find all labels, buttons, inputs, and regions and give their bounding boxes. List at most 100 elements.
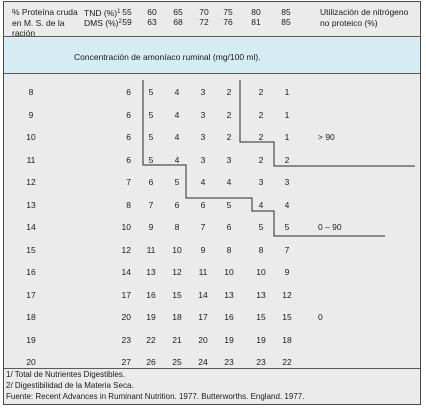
dms-value: 68 — [173, 17, 183, 27]
ammonia-cell: 9 — [200, 244, 206, 255]
protein-value: 18 — [26, 312, 36, 322]
ammonia-cell: 4 — [174, 132, 180, 142]
protein-value: 14 — [26, 222, 36, 232]
ammonia-cell: 11 — [198, 267, 208, 277]
ammonia-cell: 3 — [258, 177, 264, 187]
table-header: % Proteína cruda en M. S. de la ración U… — [4, 2, 420, 38]
ammonia-cell: 13 — [256, 289, 266, 300]
ammonia-cell: 7 — [200, 222, 206, 232]
ammonia-cell: 15 — [256, 312, 266, 322]
footer-divider — [4, 368, 420, 369]
ammonia-cell: 17 — [121, 289, 131, 300]
ammonia-cell: 10 — [256, 267, 266, 277]
ammonia-cell: 4 — [200, 177, 206, 187]
tnd-value: 85 — [281, 7, 291, 17]
ammonia-cell: 21 — [172, 334, 182, 345]
ammonia-cell: 12 — [172, 267, 182, 277]
ammonia-cell: 1 — [284, 109, 290, 120]
tnd-label: TND (%)1 — [84, 8, 121, 18]
ammonia-cell: 22 — [282, 357, 292, 367]
ammonia-cell: 27 — [121, 357, 131, 367]
ammonia-cell: 8 — [126, 199, 131, 210]
dms-label: DMS (%)2 — [84, 18, 122, 28]
ammonia-cell: 6 — [226, 222, 232, 232]
ammonia-cell: 3 — [226, 154, 232, 165]
tnd-value: 55 — [122, 7, 132, 17]
ammonia-cell: 18 — [282, 334, 292, 345]
dms-value: 59 — [122, 17, 132, 27]
npn-column-header: Utilización de nitrógeno no proteico (%) — [320, 7, 409, 28]
ammonia-cell: 20 — [121, 312, 131, 322]
ammonia-cell: 11 — [146, 244, 156, 255]
dms-value: 85 — [281, 17, 291, 27]
ammonia-cell: 14 — [121, 267, 131, 277]
ammonia-cell: 10 — [121, 222, 131, 232]
footnote-source: Fuente: Recent Advances in Ruminant Nutr… — [6, 392, 305, 401]
ammonia-cell: 2 — [226, 132, 232, 142]
ammonia-cell: 9 — [284, 267, 290, 277]
ammonia-cell: 2 — [226, 87, 232, 97]
ammonia-cell: 15 — [172, 289, 182, 300]
ammonia-cell: 20 — [198, 334, 208, 345]
ammonia-cell: 15 — [282, 312, 292, 322]
ammonia-cell: 2 — [258, 109, 264, 120]
ammonia-cell: 5 — [258, 222, 264, 232]
protein-value: 17 — [26, 289, 36, 300]
npn-utilization-value: 0 — [318, 312, 323, 322]
ammonia-cell: 5 — [148, 154, 154, 165]
ammonia-cell: 5 — [148, 87, 154, 97]
tnd-value: 60 — [147, 7, 157, 17]
ammonia-cell: 2 — [258, 87, 264, 97]
header-divider — [4, 36, 420, 37]
ammonia-cell: 16 — [224, 312, 234, 322]
ammonia-cell: 2 — [258, 132, 264, 142]
ammonia-cell: 26 — [146, 357, 156, 367]
ammonia-cell: 5 — [148, 132, 154, 142]
tnd-value: 70 — [199, 7, 209, 17]
tnd-value: 65 — [173, 7, 183, 17]
ammonia-cell: 23 — [224, 357, 234, 367]
ammonia-cell: 18 — [172, 312, 182, 322]
protein-value: 11 — [26, 154, 36, 165]
ammonia-cell: 12 — [282, 289, 292, 300]
ammonia-cell: 6 — [126, 132, 131, 142]
ammonia-cell: 5 — [148, 109, 154, 120]
ammonia-cell: 5 — [226, 199, 232, 210]
npn-utilization-value: 0 – 90 — [318, 222, 342, 232]
footnote-1: 1/ Total de Nutrientes Digestibles. — [6, 370, 126, 379]
protein-value: 20 — [26, 357, 36, 367]
ammonia-cell: 3 — [284, 177, 290, 187]
tnd-value: 80 — [251, 7, 261, 17]
dms-value: 72 — [199, 17, 209, 27]
protein-value: 19 — [26, 334, 36, 345]
ammonia-cell: 9 — [148, 222, 154, 232]
tnd-value: 75 — [223, 7, 233, 17]
dms-value: 81 — [251, 17, 261, 27]
ammonia-cell: 14 — [198, 289, 208, 300]
protein-value: 10 — [26, 132, 36, 142]
dms-value: 63 — [147, 17, 157, 27]
ammonia-cell: 23 — [256, 357, 266, 367]
ammonia-cell: 13 — [224, 289, 234, 300]
ammonia-cell: 19 — [224, 334, 234, 345]
ammonia-cell: 8 — [258, 244, 264, 255]
ammonia-cell: 8 — [174, 222, 180, 232]
ammonia-cell: 3 — [200, 132, 206, 142]
ammonia-cell: 4 — [174, 87, 180, 97]
ammonia-cell: 8 — [226, 244, 232, 255]
ammonia-cell: 6 — [200, 199, 206, 210]
protein-value: 13 — [26, 199, 36, 210]
ammonia-cell: 16 — [146, 289, 156, 300]
ammonia-cell: 6 — [126, 109, 131, 120]
ammonia-cell: 24 — [198, 357, 208, 367]
ammonia-cell: 25 — [172, 357, 182, 367]
ammonia-cell: 2 — [226, 109, 232, 120]
ammonia-cell: 6 — [126, 154, 131, 165]
ammonia-cell: 3 — [200, 154, 206, 165]
protein-value: 9 — [28, 109, 34, 120]
npn-utilization-value: > 90 — [318, 132, 335, 142]
ammonia-cell: 4 — [226, 177, 232, 187]
ammonia-cell: 7 — [148, 199, 154, 210]
ammonia-cell: 12 — [121, 244, 131, 255]
protein-value: 16 — [26, 267, 36, 277]
